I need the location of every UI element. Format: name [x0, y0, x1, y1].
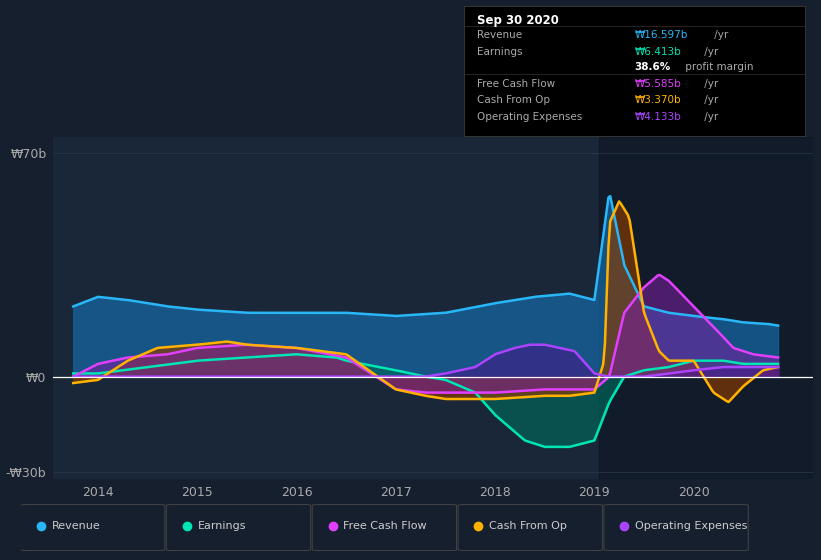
Text: Cash From Op: Cash From Op: [478, 95, 551, 105]
Text: /yr: /yr: [701, 78, 718, 88]
Text: Free Cash Flow: Free Cash Flow: [343, 521, 427, 531]
Text: /yr: /yr: [701, 113, 718, 122]
Text: /yr: /yr: [710, 30, 727, 40]
Text: Revenue: Revenue: [52, 521, 100, 531]
Text: 38.6%: 38.6%: [635, 62, 671, 72]
Text: /yr: /yr: [701, 95, 718, 105]
Text: ₩4.133b: ₩4.133b: [635, 113, 681, 122]
Text: Revenue: Revenue: [478, 30, 523, 40]
Text: profit margin: profit margin: [682, 62, 754, 72]
Text: ₩6.413b: ₩6.413b: [635, 46, 681, 57]
Text: Operating Expenses: Operating Expenses: [635, 521, 747, 531]
Text: Cash From Op: Cash From Op: [489, 521, 567, 531]
Text: Free Cash Flow: Free Cash Flow: [478, 78, 556, 88]
Text: Sep 30 2020: Sep 30 2020: [478, 14, 559, 27]
Text: Operating Expenses: Operating Expenses: [478, 113, 583, 122]
Text: ₩16.597b: ₩16.597b: [635, 30, 688, 40]
Text: ₩3.370b: ₩3.370b: [635, 95, 681, 105]
Text: Earnings: Earnings: [198, 521, 246, 531]
Text: Earnings: Earnings: [478, 46, 523, 57]
Text: /yr: /yr: [701, 46, 718, 57]
Text: ₩5.585b: ₩5.585b: [635, 78, 681, 88]
Bar: [599, 137, 813, 479]
